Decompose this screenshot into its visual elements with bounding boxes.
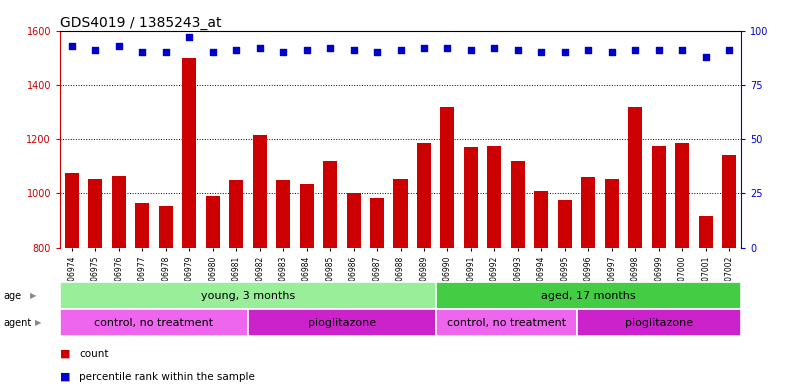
Bar xyxy=(248,309,436,336)
Point xyxy=(394,47,407,53)
Text: percentile rank within the sample: percentile rank within the sample xyxy=(79,372,255,382)
Text: pioglitazone: pioglitazone xyxy=(625,318,693,328)
Bar xyxy=(628,107,642,384)
Point xyxy=(159,49,172,55)
Point xyxy=(629,47,642,53)
Point xyxy=(606,49,618,55)
Text: count: count xyxy=(79,349,109,359)
Bar xyxy=(557,200,572,384)
Bar xyxy=(436,282,741,309)
Bar xyxy=(60,309,248,336)
Bar xyxy=(65,173,78,384)
Bar xyxy=(577,309,741,336)
Bar xyxy=(252,135,267,384)
Bar xyxy=(276,180,290,384)
Point xyxy=(512,47,525,53)
Bar xyxy=(582,177,595,384)
Point xyxy=(136,49,149,55)
Bar xyxy=(675,143,690,384)
Point xyxy=(183,34,195,40)
Point xyxy=(723,47,735,53)
Point xyxy=(300,47,313,53)
Bar xyxy=(652,146,666,384)
Text: age: age xyxy=(3,291,22,301)
Bar xyxy=(159,206,173,384)
Bar xyxy=(441,107,454,384)
Bar xyxy=(698,217,713,384)
Bar xyxy=(111,176,126,384)
Bar xyxy=(605,179,619,384)
Text: young, 3 months: young, 3 months xyxy=(201,291,295,301)
Bar xyxy=(534,191,549,384)
Point xyxy=(465,47,477,53)
Point xyxy=(582,47,594,53)
Bar xyxy=(417,143,431,384)
Text: control, no treatment: control, no treatment xyxy=(95,318,214,328)
Bar xyxy=(229,180,244,384)
Point xyxy=(207,49,219,55)
Point xyxy=(324,45,336,51)
Point xyxy=(66,43,78,49)
Bar xyxy=(723,156,736,384)
Text: ▶: ▶ xyxy=(30,291,37,300)
Bar xyxy=(88,179,103,384)
Bar xyxy=(182,58,196,384)
Text: ■: ■ xyxy=(60,372,70,382)
Bar xyxy=(135,203,149,384)
Text: ■: ■ xyxy=(60,349,70,359)
Point xyxy=(417,45,430,51)
Text: GDS4019 / 1385243_at: GDS4019 / 1385243_at xyxy=(60,16,222,30)
Text: pioglitazone: pioglitazone xyxy=(308,318,376,328)
Text: ▶: ▶ xyxy=(35,318,42,327)
Bar xyxy=(464,147,478,384)
Point xyxy=(230,47,243,53)
Bar xyxy=(206,196,219,384)
Bar xyxy=(370,197,384,384)
Text: aged, 17 months: aged, 17 months xyxy=(541,291,636,301)
Bar xyxy=(323,161,337,384)
Point xyxy=(676,47,689,53)
Point xyxy=(371,49,384,55)
Text: agent: agent xyxy=(3,318,31,328)
Bar xyxy=(511,161,525,384)
Point xyxy=(699,54,712,60)
Point xyxy=(558,49,571,55)
Bar xyxy=(300,184,314,384)
Bar xyxy=(347,194,360,384)
Text: control, no treatment: control, no treatment xyxy=(447,318,566,328)
Point xyxy=(253,45,266,51)
Bar xyxy=(436,309,577,336)
Point xyxy=(276,49,289,55)
Point xyxy=(535,49,548,55)
Bar xyxy=(60,282,436,309)
Point xyxy=(89,47,102,53)
Bar xyxy=(487,146,501,384)
Point xyxy=(347,47,360,53)
Bar xyxy=(393,179,408,384)
Point xyxy=(488,45,501,51)
Point xyxy=(652,47,665,53)
Point xyxy=(441,45,454,51)
Point xyxy=(112,43,125,49)
